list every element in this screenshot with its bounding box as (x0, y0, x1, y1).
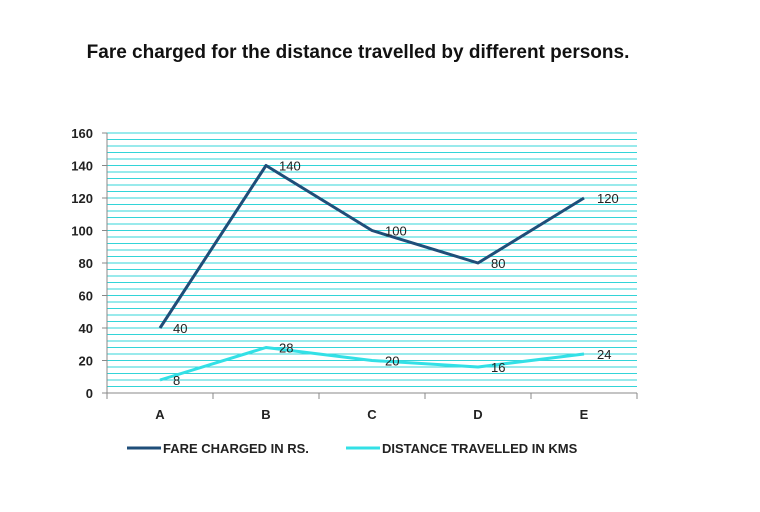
series-lines (158, 164, 585, 382)
chart-title: Fare charged for the distance travelled … (86, 42, 630, 63)
data-label: 100 (385, 224, 407, 239)
data-label: 24 (597, 347, 611, 362)
x-tick-label: B (261, 407, 270, 422)
data-label: 40 (173, 321, 187, 336)
y-tick-label: 120 (71, 191, 93, 206)
data-label: 120 (597, 191, 619, 206)
series-line-2 (159, 346, 585, 382)
y-tick-label: 140 (71, 159, 93, 174)
y-tick-label: 160 (71, 126, 93, 141)
data-label: 8 (173, 373, 180, 388)
legend: FARE CHARGED IN RS. DISTANCE TRAVELLED IN… (127, 441, 578, 456)
series-line-1 (158, 164, 585, 329)
x-tick-label: D (473, 407, 482, 422)
data-label: 16 (491, 360, 505, 375)
y-axis-ticks: 0 20 40 60 80 100 120 140 160 (71, 126, 107, 401)
y-tick-label: 60 (79, 289, 93, 304)
y-tick-label: 20 (79, 354, 93, 369)
data-label: 20 (385, 354, 399, 369)
legend-label-2: DISTANCE TRAVELLED IN KMS (382, 441, 578, 456)
x-tick-label: A (155, 407, 165, 422)
data-label: 80 (491, 256, 505, 271)
x-tick-label: C (367, 407, 377, 422)
y-tick-label: 100 (71, 224, 93, 239)
legend-label-1: FARE CHARGED IN RS. (163, 441, 309, 456)
data-labels: 40 140 100 80 120 8 28 20 16 24 (173, 159, 619, 389)
x-axis-ticks: A B C D E (155, 407, 588, 422)
data-label: 28 (279, 341, 293, 356)
y-tick-label: 80 (79, 256, 93, 271)
y-tick-label: 40 (79, 321, 93, 336)
grid-lines (107, 132, 637, 387)
y-tick-label: 0 (86, 386, 93, 401)
data-label: 140 (279, 159, 301, 174)
x-tick-label: E (580, 407, 589, 422)
